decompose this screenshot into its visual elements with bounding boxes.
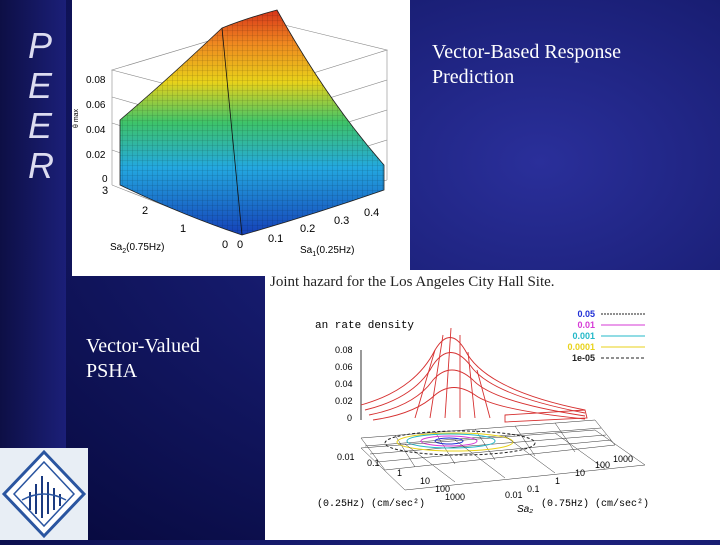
z-tick-label: 0.06 <box>335 362 353 372</box>
plot2-lower-grid <box>360 429 646 491</box>
left-tick-label: 100 <box>435 484 450 494</box>
x-tick-label: 0.1 <box>268 233 283 245</box>
left-tick-label: 0.1 <box>367 458 380 468</box>
x-tick-label: 0.2 <box>300 223 315 235</box>
z-tick-label: 0.01 <box>337 452 355 462</box>
x-axis-label-sa: Sa₂ <box>517 504 533 515</box>
density-label: an rate density <box>315 320 414 332</box>
z-axis-label: θ max <box>73 108 80 128</box>
z-tick-label: 0 <box>102 174 108 185</box>
peer-letter-e2: E <box>28 105 53 146</box>
right-tick-label: 100 <box>595 460 610 470</box>
legend-entry: 0.001 <box>572 331 595 341</box>
left-tick-label: 10 <box>420 476 430 486</box>
legend-entry: 0.01 <box>577 320 595 330</box>
z-tick-label: 0 <box>347 413 352 423</box>
z-tick-label: 0.02 <box>86 150 106 161</box>
slide-subtitle-line2: PSHA <box>86 360 138 382</box>
z-tick-label: 0.04 <box>335 379 353 389</box>
peer-letter-r: R <box>28 145 54 186</box>
slide-title-line2: Prediction <box>432 66 515 88</box>
joint-hazard-title: Joint hazard for the Los Angeles City Ha… <box>270 274 555 290</box>
plot1-x-ticks: 0 0.1 0.2 0.3 0.4 <box>237 207 379 251</box>
slide-title-line1: Vector-Based Response <box>432 41 621 63</box>
right-tick-label: 1 <box>555 476 560 486</box>
peer-letter-p: P <box>28 25 53 66</box>
right-tick-label: 10 <box>575 468 585 478</box>
y-tick-label: 2 <box>142 205 148 217</box>
peer-seal-icon <box>0 448 88 540</box>
x-axis-label-left: (0.25Hz) (cm/sec²) <box>317 498 425 510</box>
z-tick-label: 0.04 <box>86 125 106 136</box>
peer-logo-text: P E E R <box>28 26 64 186</box>
joint-hazard-svg: Joint hazard for the Los Angeles City Ha… <box>270 274 649 515</box>
legend-entry: 0.0001 <box>567 342 595 352</box>
response-surface-plot: 0.08 0.06 0.04 0.02 0 θ max 3 2 1 0 0 0.… <box>72 0 410 276</box>
peer-letter-e1: E <box>28 65 53 106</box>
plot2-contours <box>384 430 536 456</box>
plot1-y-ticks: 3 2 1 0 <box>102 185 228 251</box>
plot2-legend: 0.05 0.01 0.001 0.0001 1e-05 <box>567 309 645 363</box>
x-tick-label: 0.4 <box>364 207 379 219</box>
peer-organization-logo <box>0 448 88 540</box>
legend-entry: 1e-05 <box>572 353 595 363</box>
y-tick-label: 0 <box>222 239 228 251</box>
plot1-z-ticks: 0.08 0.06 0.04 0.02 0 <box>86 75 108 185</box>
x-axis-label: Sa1(0.25Hz) <box>300 245 355 258</box>
z-tick-label: 0.08 <box>86 75 106 86</box>
plot2-left-ticks: 0.1 1 10 100 1000 <box>367 458 465 502</box>
slide-title: Vector-Based Response Prediction <box>432 40 702 90</box>
right-tick-label: 1000 <box>613 454 633 464</box>
right-tick-label: 0.01 <box>505 490 523 500</box>
x-tick-label: 0.3 <box>334 215 349 227</box>
response-surface-svg: 0.08 0.06 0.04 0.02 0 θ max 3 2 1 0 0 0.… <box>73 9 389 258</box>
plot2-density-peak <box>360 327 588 423</box>
x-axis-label-right: (0.75Hz) (cm/sec²) <box>541 498 649 510</box>
y-tick-label: 3 <box>102 185 108 197</box>
joint-hazard-plot: Joint hazard for the Los Angeles City Ha… <box>265 270 720 540</box>
slide-subtitle: Vector-Valued PSHA <box>86 334 256 384</box>
y-tick-label: 1 <box>180 223 186 235</box>
z-tick-label: 0.02 <box>335 396 353 406</box>
right-tick-label: 0.1 <box>527 484 540 494</box>
slide-subtitle-line1: Vector-Valued <box>86 335 200 357</box>
plot2-right-ticks: 0.01 0.1 1 10 100 1000 <box>505 454 633 500</box>
x-tick-label: 0 <box>237 239 243 251</box>
legend-entry: 0.05 <box>577 309 595 319</box>
left-tick-label: 1000 <box>445 492 465 502</box>
z-tick-label: 0.08 <box>335 345 353 355</box>
y-axis-label: Sa2(0.75Hz) <box>110 242 165 255</box>
left-tick-label: 1 <box>397 468 402 478</box>
z-tick-label: 0.06 <box>86 100 106 111</box>
plot2-z-ticks: 0.08 0.06 0.04 0.02 0 0.01 <box>335 345 355 462</box>
